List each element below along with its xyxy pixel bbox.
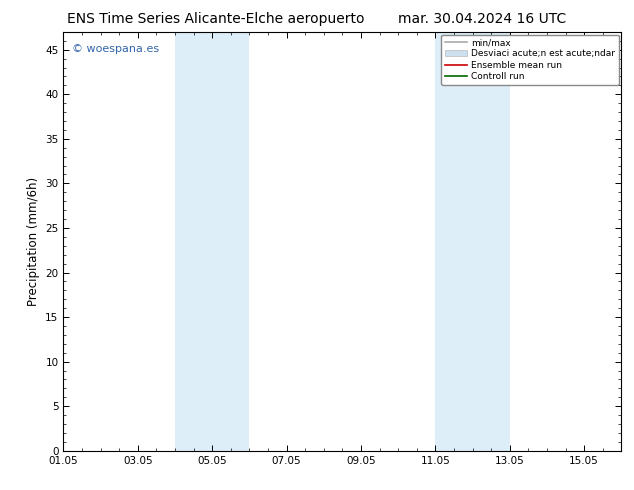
Bar xyxy=(175,32,249,451)
Bar xyxy=(436,32,510,451)
Text: mar. 30.04.2024 16 UTC: mar. 30.04.2024 16 UTC xyxy=(398,12,566,26)
Text: © woespana.es: © woespana.es xyxy=(72,45,159,54)
Legend: min/max, Desviaci acute;n est acute;ndar, Ensemble mean run, Controll run: min/max, Desviaci acute;n est acute;ndar… xyxy=(441,35,619,85)
Text: ENS Time Series Alicante-Elche aeropuerto: ENS Time Series Alicante-Elche aeropuert… xyxy=(67,12,365,26)
Y-axis label: Precipitation (mm/6h): Precipitation (mm/6h) xyxy=(27,177,40,306)
